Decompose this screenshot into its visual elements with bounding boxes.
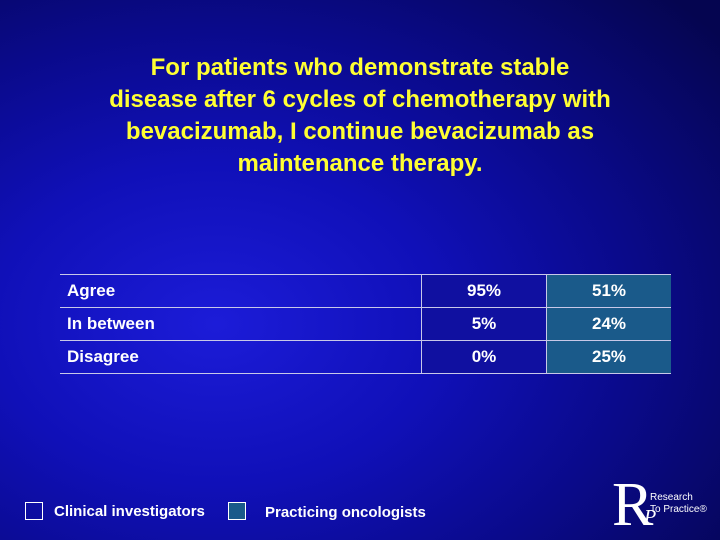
cell: 5% xyxy=(421,307,547,341)
cell: 25% xyxy=(546,340,671,374)
row: Agree 95% 51% xyxy=(60,274,671,308)
legend-swatch xyxy=(25,502,43,520)
row-label: In between xyxy=(60,307,422,341)
row-label: Disagree xyxy=(60,340,422,374)
title-line: disease after 6 cycles of chemotherapy w… xyxy=(109,86,611,113)
legend-label: Practicing oncologists xyxy=(265,504,426,521)
cell: 0% xyxy=(421,340,547,374)
cell: 24% xyxy=(546,307,671,341)
results-table: Agree 95% 51% In between 5% 24% Disagree… xyxy=(60,274,671,374)
row-label: Agree xyxy=(60,274,422,308)
logo-text: Research xyxy=(650,492,693,503)
legend-label: Clinical investigators xyxy=(54,503,205,520)
cell: 95% xyxy=(421,274,547,308)
row: Disagree 0% 25% xyxy=(60,340,671,374)
logo-sub: P xyxy=(644,506,657,528)
logo-text: To Practice® xyxy=(650,504,707,515)
cell: 51% xyxy=(546,274,671,308)
title: For patients who demonstrate stable dise… xyxy=(0,52,720,180)
title-line: bevacizumab, I continue bevacizumab as xyxy=(125,118,595,145)
title-line: maintenance therapy. xyxy=(237,150,483,177)
title-line: For patients who demonstrate stable xyxy=(150,54,570,81)
row: In between 5% 24% xyxy=(60,307,671,341)
legend-swatch xyxy=(228,502,246,520)
logo-letter: R xyxy=(612,471,654,539)
